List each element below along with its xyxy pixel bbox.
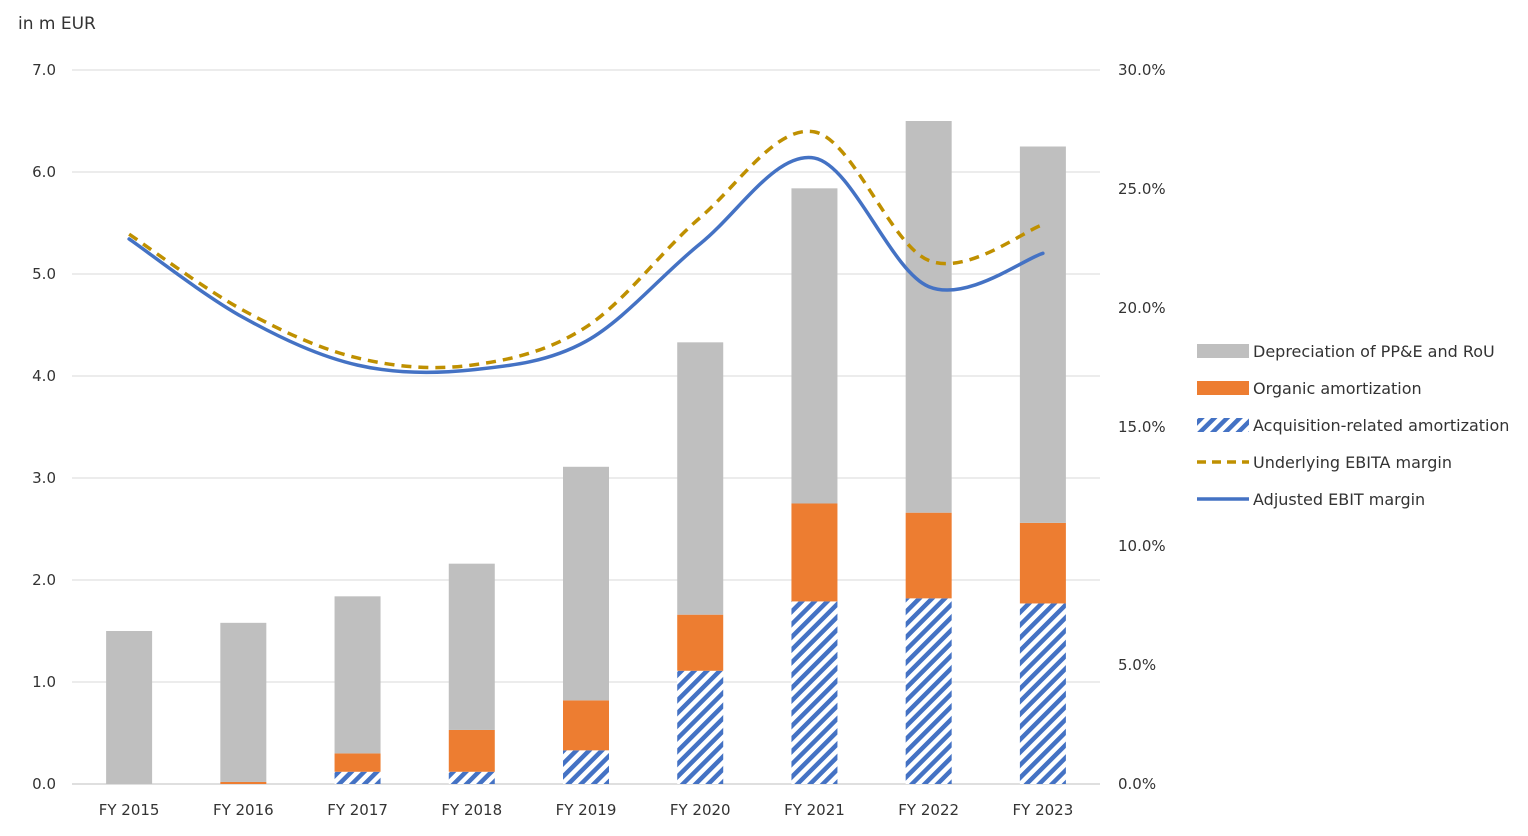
right-tick-label: 0.0% <box>1118 775 1156 793</box>
left-tick-label: 1.0 <box>32 673 56 691</box>
right-tick-label: 10.0% <box>1118 537 1166 555</box>
bar-segment <box>905 121 952 513</box>
bar-segment <box>448 729 495 772</box>
unit-label: in m EUR <box>18 14 96 34</box>
legend-swatch <box>1197 418 1249 432</box>
x-tick-label: FY 2023 <box>1013 801 1074 819</box>
legend-label: Depreciation of PP&E and RoU <box>1253 342 1495 361</box>
bar-segment <box>106 631 153 784</box>
right-tick-label: 15.0% <box>1118 418 1166 436</box>
left-tick-label: 6.0 <box>32 163 56 181</box>
left-tick-label: 4.0 <box>32 367 56 385</box>
bar-segment <box>334 753 381 772</box>
left-axis: 0.0 1.0 2.0 3.0 4.0 5.0 6.0 7.0 <box>32 61 56 793</box>
line-series <box>127 155 1045 375</box>
legend-swatch <box>1197 381 1249 395</box>
bar-segment <box>334 771 381 784</box>
bar-segment <box>905 598 952 784</box>
x-tick-label: FY 2021 <box>784 801 845 819</box>
bar-segment <box>1019 603 1066 784</box>
left-tick-label: 2.0 <box>32 571 56 589</box>
x-tick-label: FY 2016 <box>213 801 274 819</box>
legend-label: Underlying EBITA margin <box>1253 453 1452 472</box>
legend: Depreciation of PP&E and RoU Organic amor… <box>1197 342 1509 509</box>
margin-lines <box>127 129 1045 375</box>
bar-segment <box>448 771 495 784</box>
x-tick-label: FY 2015 <box>99 801 160 819</box>
bar-segment <box>1019 146 1066 523</box>
bar-segment <box>334 596 381 754</box>
right-tick-label: 25.0% <box>1118 180 1166 198</box>
x-tick-label: FY 2022 <box>898 801 959 819</box>
right-tick-label: 20.0% <box>1118 299 1166 317</box>
left-tick-label: 0.0 <box>32 775 56 793</box>
bar-segment <box>563 700 609 751</box>
bar-segment <box>563 750 609 784</box>
bar-segment <box>791 601 838 784</box>
x-axis: FY 2015 FY 2016 FY 2017 FY 2018 FY 2019 FY 20… <box>99 801 1074 819</box>
legend-swatch <box>1197 344 1249 358</box>
legend-label: Adjusted EBIT margin <box>1253 490 1425 509</box>
right-tick-label: 30.0% <box>1118 61 1166 79</box>
bar-segment <box>220 781 267 784</box>
bar-segment <box>905 512 952 599</box>
bar-segment <box>791 503 838 602</box>
bar-segment <box>677 670 724 784</box>
x-tick-label: FY 2017 <box>327 801 388 819</box>
right-axis: 0.0% 5.0% 10.0% 15.0% 20.0% 25.0% 30.0% <box>1118 61 1166 793</box>
left-tick-label: 3.0 <box>32 469 56 487</box>
left-tick-label: 7.0 <box>32 61 56 79</box>
bar-segment <box>677 342 724 615</box>
bar-segment <box>1019 522 1066 604</box>
x-tick-label: FY 2020 <box>670 801 731 819</box>
bar-segment <box>677 614 724 671</box>
legend-label: Acquisition-related amortization <box>1253 416 1509 435</box>
left-tick-label: 5.0 <box>32 265 56 283</box>
bars <box>106 121 1066 784</box>
x-tick-label: FY 2019 <box>556 801 617 819</box>
right-tick-label: 5.0% <box>1118 656 1156 674</box>
bar-segment <box>220 622 267 782</box>
bar-segment <box>448 563 495 730</box>
bar-segment <box>791 188 838 504</box>
x-tick-label: FY 2018 <box>441 801 502 819</box>
legend-label: Organic amortization <box>1253 379 1422 398</box>
bar-segment <box>563 466 609 701</box>
line-series <box>128 129 1044 370</box>
